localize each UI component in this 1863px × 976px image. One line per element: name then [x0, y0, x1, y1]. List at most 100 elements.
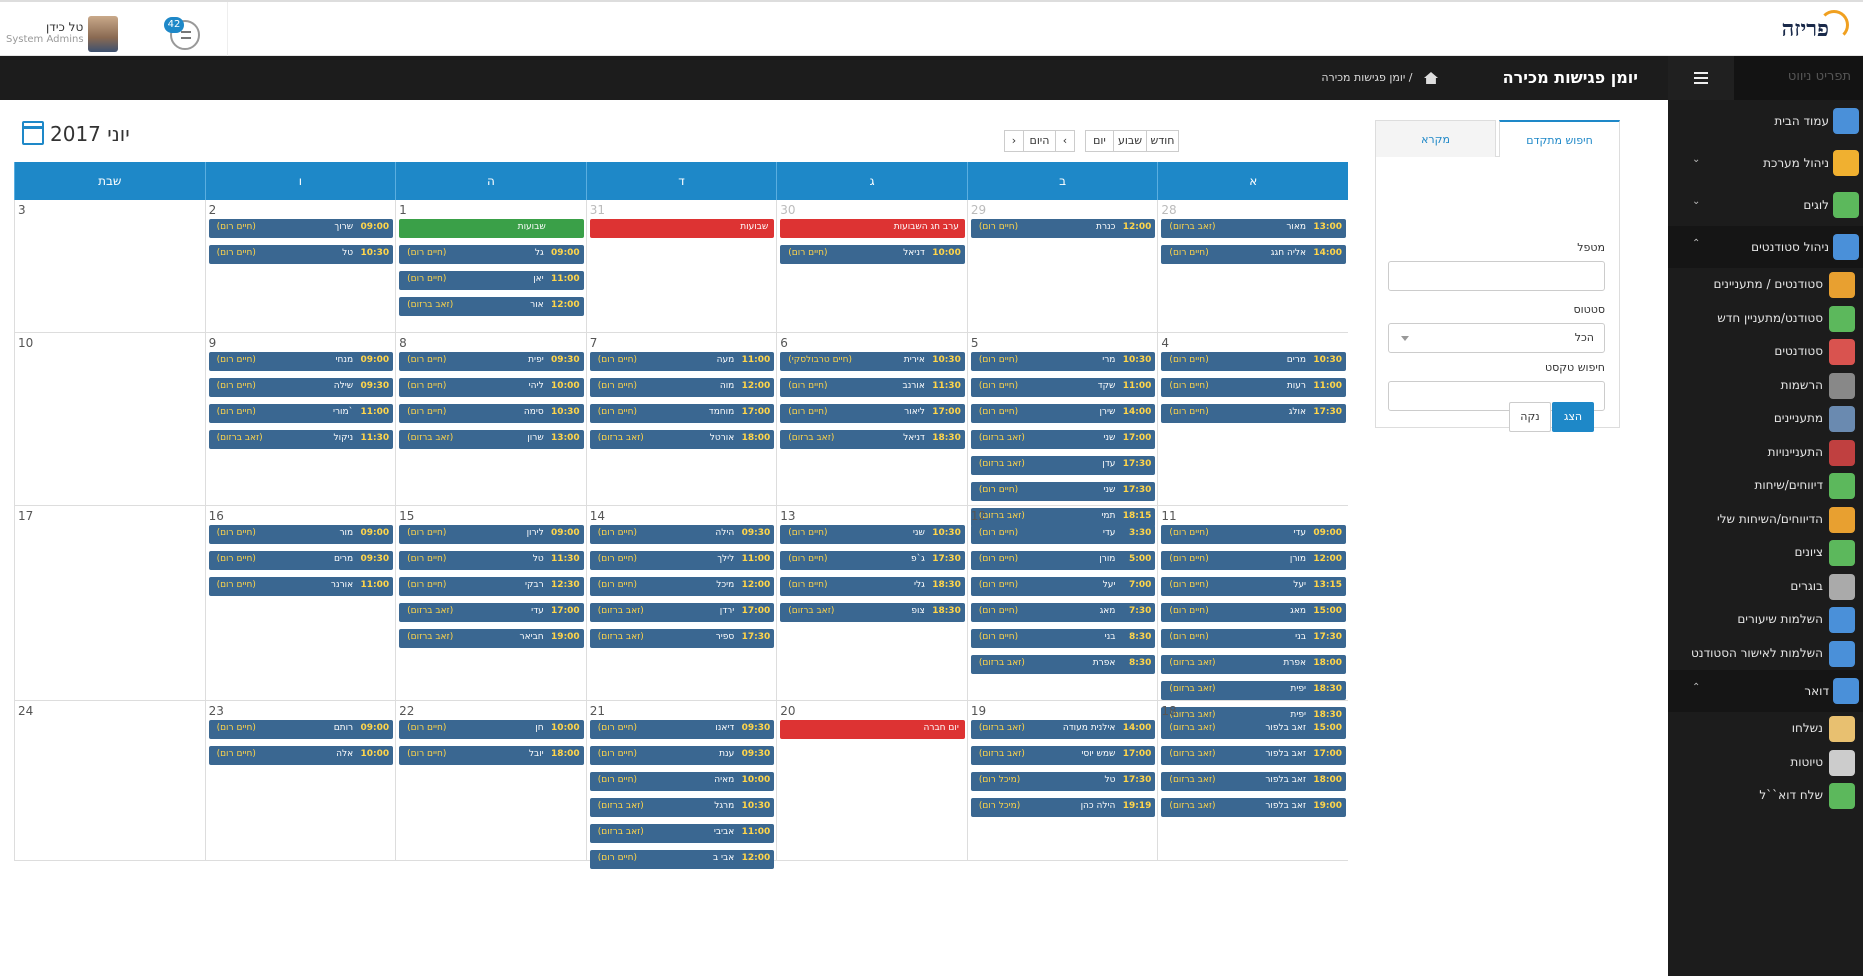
calendar-event[interactable]: 10:30 סימה (חיים רום) — [399, 404, 584, 423]
day-cell[interactable]: 14 09:30 הילה (חיים רום) 11:00 לילך (חיים רום)… — [585, 506, 777, 700]
day-cell[interactable]: 6 10:30 אירית (חיים טרבולסקי) 11:30 אורנב (חיי… — [776, 333, 967, 505]
tab-legend[interactable]: מקרא — [1375, 120, 1496, 157]
calendar-event[interactable]: 11:30 ניקול (זאב ברזום) — [208, 430, 394, 449]
day-number[interactable]: 22 — [399, 704, 415, 718]
day-cell[interactable]: 29 12:00 כנרת (חיים רום) — [966, 200, 1158, 332]
calendar-event[interactable]: 09:30 הילה (חיים רום) — [589, 525, 775, 544]
calendar-event[interactable]: 17:30 בני (חיים רום) — [1161, 629, 1346, 648]
calendar-event[interactable]: 10:00 ליהי (חיים רום) — [399, 378, 584, 397]
calendar-event[interactable]: 17:30 ספיר (זאב ברזום) — [589, 629, 775, 648]
calendar-event[interactable]: 10:30 מרגל (זאב ברזום) — [589, 798, 775, 817]
day-number[interactable]: 4 — [1161, 336, 1170, 350]
calendar-event[interactable]: 11:00 רעות (חיים רום) — [1161, 378, 1346, 397]
holiday-event[interactable]: שבועות — [589, 219, 775, 238]
sidebar-item[interactable]: סטודנט/מתעניין חדש — [1668, 302, 1863, 336]
calendar-event[interactable]: 09:00 עדי (חיים רום) — [1161, 525, 1346, 544]
calendar-event[interactable]: 09:00 שרוך (חיים רום) — [208, 219, 394, 238]
day-number[interactable]: 16 — [208, 509, 224, 523]
calendar-event[interactable]: 11:00 אורנר (חיים רום) — [208, 577, 394, 596]
calendar-event[interactable]: 09:00 מור (חיים רום) — [208, 525, 394, 544]
calendar-event[interactable]: 11:30 אורנב (חיים רום) — [780, 378, 965, 397]
day-cell[interactable]: 28 13:00 מאור (זאב ברזום) 14:00 אליה חגג (חיים… — [1157, 200, 1348, 332]
calendar-event[interactable]: 5:00 מורן (חיים רום) — [970, 551, 1156, 570]
calendar-event[interactable]: 17:00 עדי (זאב ברזום) — [399, 603, 584, 622]
status-select[interactable]: הכל — [1388, 323, 1605, 353]
sidebar-item[interactable]: לוגים ⌄ — [1668, 184, 1863, 226]
sidebar-item[interactable]: השלמות לאישור הסטודנט — [1668, 637, 1863, 671]
day-cell[interactable]: 23 09:00 רותם (חיים רום) 10:00 אלה (חיים רום) — [204, 701, 396, 860]
calendar-event[interactable]: 09:00 רותם (חיים רום) — [208, 720, 394, 739]
prev-button[interactable]: ‹ — [1055, 130, 1075, 152]
calendar-event[interactable]: 8:30 אפרת (זאב ברזום) — [970, 655, 1156, 674]
calendar-event[interactable]: 11:00 מורי` (חיים רום) — [208, 404, 394, 423]
calendar-event[interactable]: 11:00 מעה (חיים רום) — [589, 352, 775, 371]
day-number[interactable]: 2 — [208, 203, 217, 217]
sidebar-item[interactable]: בוגרים — [1668, 570, 1863, 604]
calendar-event[interactable]: 09:30 מרים (חיים רום) — [208, 551, 394, 570]
day-view-button[interactable]: יום — [1085, 130, 1114, 152]
calendar-event[interactable]: 17:30 ג`פ (חיים רום) — [780, 551, 965, 570]
day-number[interactable]: 19 — [970, 704, 987, 718]
sidebar-item[interactable]: סטודנטים — [1668, 335, 1863, 369]
calendar-event[interactable]: 09:00 מנחי (חיים רום) — [208, 352, 394, 371]
day-cell[interactable]: 16 09:00 מור (חיים רום) 09:30 מרים (חיים רום) 1… — [204, 506, 396, 700]
day-number[interactable]: 10 — [18, 336, 34, 350]
calendar-event[interactable]: 10:30 אירית (חיים טרבולסקי) — [780, 352, 965, 371]
day-cell[interactable]: 15 09:00 לירון (חיים רום) 11:30 טל (חיים רום) 1… — [395, 506, 586, 700]
day-number[interactable]: 28 — [1161, 203, 1177, 217]
sidebar-item[interactable]: השלמות שיעורים — [1668, 603, 1863, 637]
sidebar-item[interactable]: דואר ⌃ — [1668, 670, 1863, 712]
calendar-event[interactable]: 3:30 עדי (חיים רום) — [970, 525, 1156, 544]
calendar-event[interactable]: 09:30 דיאנו (חיים רום) — [589, 720, 775, 739]
sidebar-item[interactable]: דיווחים/שיחות — [1668, 469, 1863, 503]
today-button[interactable]: היום — [1023, 130, 1056, 152]
calendar-event[interactable]: 17:00 ליאור (חיים רום) — [780, 404, 965, 423]
day-cell[interactable]: 31 שבועות — [585, 200, 777, 332]
tab-advanced-search[interactable]: חיפוש מתקדם — [1499, 120, 1620, 158]
day-number[interactable]: 23 — [208, 704, 224, 718]
calendar-event[interactable]: 15:00 זאב בלפור (זאב ברזום) — [1161, 720, 1346, 739]
calendar-event[interactable]: 15:00 מאג (חיים רום) — [1161, 603, 1346, 622]
menu-toggle-button[interactable] — [1668, 56, 1734, 100]
next-button[interactable]: › — [1004, 130, 1024, 152]
day-number[interactable]: 20 — [780, 704, 796, 718]
calendar-event[interactable]: 11:00 אביבי (זאב ברזום) — [589, 824, 775, 843]
day-cell[interactable]: 30 ערב חג השבועות 10:00 דניאל (חיים רום) — [776, 200, 967, 332]
sidebar-item[interactable]: ציונים — [1668, 536, 1863, 570]
sidebar-item[interactable]: טיוטות — [1668, 746, 1863, 780]
day-number[interactable]: 1 — [399, 203, 407, 217]
calendar-event[interactable]: 10:30 טל (חיים רום) — [208, 245, 394, 264]
calendar-event[interactable]: 18:00 זאב בלפור (זאב ברזום) — [1161, 772, 1346, 791]
day-number[interactable]: 12 — [970, 509, 987, 523]
day-cell[interactable]: 11 09:00 עדי (חיים רום) 12:00 מורן (חיים רום) 1… — [1157, 506, 1348, 726]
calendar-event[interactable]: 17:30 טל (מיכל רום) — [970, 772, 1156, 791]
calendar-event[interactable]: 09:00 לירון (חיים רום) — [399, 525, 584, 544]
calendar-event[interactable]: 12:00 אור (זאב ברזום) — [399, 297, 584, 316]
calendar-event[interactable]: 17:30 אולג (חיים רום) — [1161, 404, 1346, 423]
calendar-event[interactable]: 10:30 מרי (חיים רום) — [970, 352, 1156, 371]
calendar-event[interactable]: 7:30 מאג (חיים רום) — [970, 603, 1156, 622]
day-number[interactable]: 17 — [18, 509, 34, 523]
sidebar-item[interactable]: נשלחו — [1668, 712, 1863, 746]
calendar-event[interactable]: 12:30 רבקי (חיים רום) — [399, 577, 584, 596]
calendar-event[interactable]: 19:19 הילה כהן (מיכל רום) — [970, 798, 1156, 817]
calendar-event[interactable]: 14:00 שירן (חיים רום) — [970, 404, 1156, 423]
calendar-event[interactable]: 10:30 מרים (חיים רום) — [1161, 352, 1346, 371]
calendar-event[interactable]: 12:00 אבי ב (חיים רום) — [589, 850, 775, 869]
day-cell[interactable]: 8 09:30 יפית (חיים רום) 10:00 ליהי (חיים רום) 1… — [395, 333, 586, 505]
sidebar-item[interactable]: סטודנטים / מתעניינים — [1668, 268, 1863, 302]
day-cell[interactable]: 4 10:30 מרים (חיים רום) 11:00 רעות (חיים רום) 1… — [1157, 333, 1348, 505]
day-number[interactable]: 7 — [589, 336, 598, 350]
calendar-event[interactable]: 18:30 צופ (זאב ברזום) — [780, 603, 965, 622]
holiday-event[interactable]: יום חברה — [780, 720, 965, 739]
calendar-event[interactable]: 14:00 אילנית מעודה (זאב ברזום) — [970, 720, 1156, 739]
day-number[interactable]: 30 — [780, 203, 796, 217]
day-number[interactable]: 13 — [780, 509, 796, 523]
calendar-event[interactable]: 14:00 אליה חגג (חיים רום) — [1161, 245, 1346, 264]
day-cell[interactable]: 5 10:30 מרי (חיים רום) 11:00 שקד (חיים רום) 14:… — [966, 333, 1158, 527]
sidebar-item[interactable]: עמוד הבית — [1668, 100, 1863, 142]
show-button[interactable]: הצג — [1552, 402, 1594, 432]
calendar-event[interactable]: 18:30 דניאל (זאב ברזום) — [780, 430, 965, 449]
day-cell[interactable]: 17 — [14, 506, 205, 700]
day-number[interactable]: 18 — [1161, 704, 1177, 718]
